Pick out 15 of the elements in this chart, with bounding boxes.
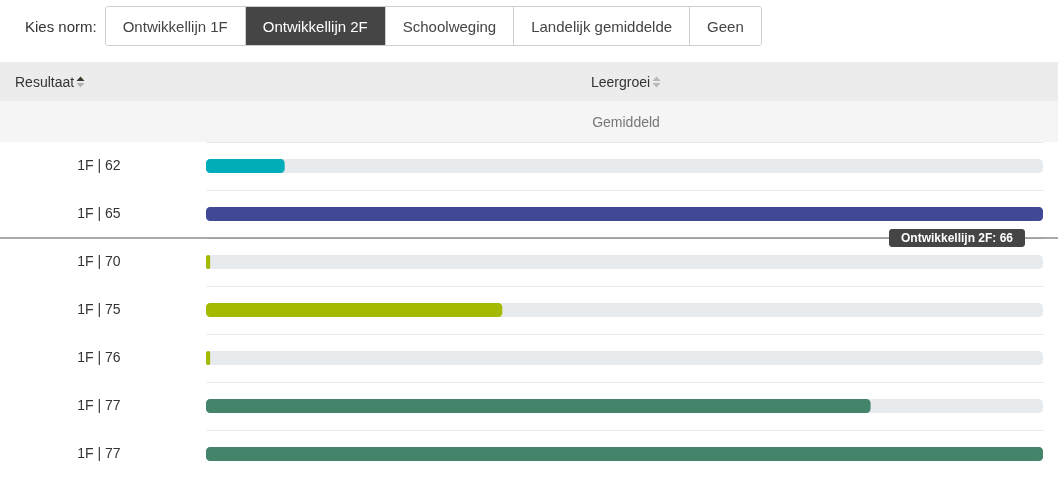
y-tick-label: 1F | 65 (77, 205, 121, 221)
y-tick-label: 1F | 77 (77, 397, 121, 413)
y-tick-label: 1F | 75 (77, 301, 121, 317)
bar (206, 159, 285, 173)
y-axis-title: Resultaat (15, 73, 75, 90)
y-tick-label: 1F | 70 (77, 253, 121, 269)
chart-subtitle: Gemiddeld (592, 113, 660, 130)
toggle-button: Ontwikkellijn 2F (244, 7, 385, 45)
text: Kies norm: (25, 17, 97, 35)
ref-line-label: Ontwikkellijn 2F: 66 (900, 231, 1014, 245)
chart-title: Leergroei (590, 73, 651, 90)
y-tick-label: 1F | 76 (77, 349, 121, 365)
y-tick-label: 1F | 62 (77, 157, 121, 173)
y-tick-label: 1F | 77 (77, 445, 121, 461)
toggle-button: Geen (689, 7, 761, 45)
